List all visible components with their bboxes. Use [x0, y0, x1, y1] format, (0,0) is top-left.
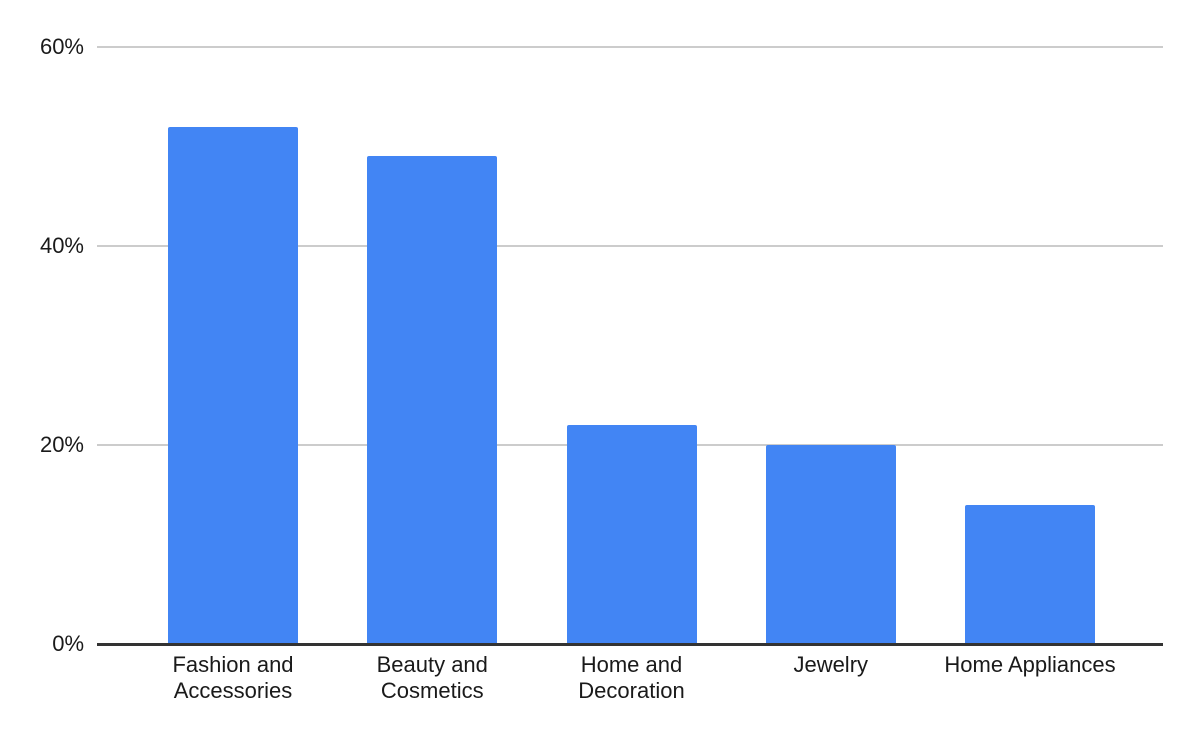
x-axis-category-label-beauty-and-cosmetics: Beauty and Cosmetics: [322, 652, 542, 704]
x-axis-category-label-line: Beauty and: [376, 652, 488, 677]
x-axis-category-label-line: Home and: [580, 652, 683, 677]
y-axis-tick-label-60: 60%: [39, 34, 84, 59]
bar-jewelry: [765, 445, 896, 644]
x-axis-category-label-line: Jewelry: [793, 652, 869, 677]
bar-fashion-and-accessories: [168, 126, 298, 644]
x-axis-category-label-line: Accessories: [173, 678, 293, 703]
bar-home-and-decoration: [566, 425, 697, 644]
y-axis-tick-label-40: 40%: [39, 233, 84, 258]
x-axis-category-label-jewelry: Jewelry: [721, 652, 941, 678]
x-axis-category-label-line: Cosmetics: [380, 678, 484, 703]
y-axis-tick-label-20: 20%: [39, 432, 84, 457]
x-axis-category-label-line: Decoration: [578, 678, 685, 703]
bar-beauty-and-cosmetics: [367, 156, 498, 644]
gridline-40: [97, 245, 1163, 247]
x-axis-line: [97, 643, 1163, 646]
x-axis-category-label-home-appliances: Home Appliances: [920, 652, 1140, 678]
x-axis-category-label-line: Fashion and: [172, 652, 294, 677]
x-axis-category-label-fashion-and-accessories: Fashion and Accessories: [123, 652, 343, 704]
gridline-60: [97, 46, 1163, 48]
x-axis-category-label-line: Home Appliances: [944, 652, 1116, 677]
x-axis-category-label-home-and-decoration: Home and Decoration: [522, 652, 742, 704]
bar-home-appliances: [965, 504, 1095, 644]
y-axis-tick-label-0: 0%: [52, 631, 84, 656]
